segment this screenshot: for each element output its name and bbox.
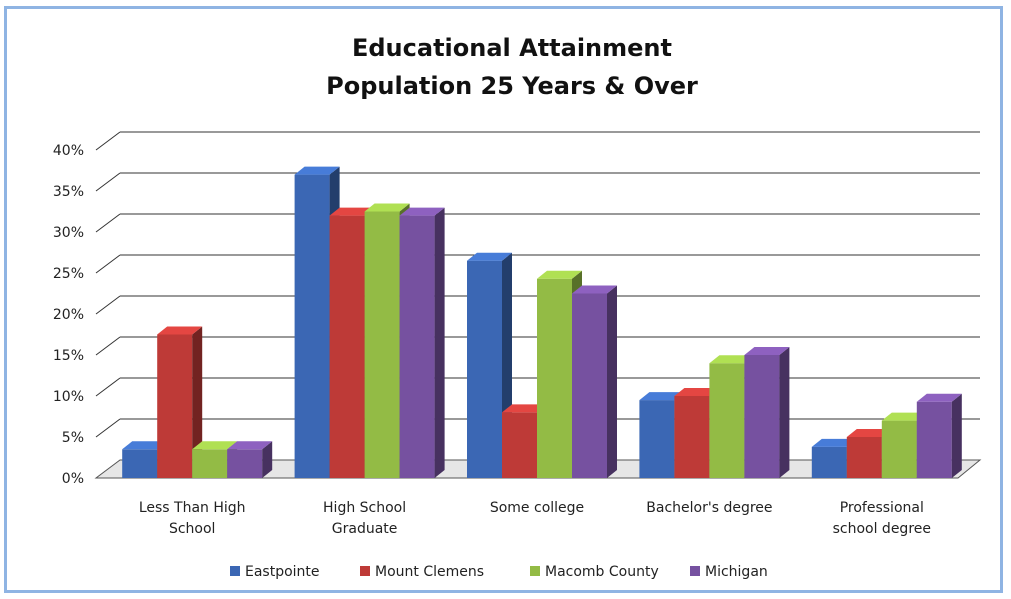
bar-top bbox=[157, 326, 203, 335]
legend-label: Macomb County bbox=[545, 564, 659, 580]
bar-side bbox=[607, 285, 617, 478]
bar-front bbox=[709, 363, 745, 478]
bar-top bbox=[537, 270, 582, 279]
bar-side bbox=[434, 207, 445, 478]
bar-front bbox=[157, 334, 193, 478]
bar-front bbox=[881, 420, 917, 478]
bar-top bbox=[192, 441, 238, 450]
bar-top bbox=[811, 438, 857, 447]
legend-label: Michigan bbox=[705, 564, 768, 580]
chart-title: Educational Attainment Population 25 Yea… bbox=[326, 34, 698, 100]
bar-front bbox=[227, 449, 263, 478]
y-axis: 0% 5% 10% 15% 20% 25% 30% 35% 40% bbox=[53, 143, 84, 487]
bar-front bbox=[916, 401, 952, 478]
bar-front bbox=[537, 278, 572, 478]
bar-side bbox=[951, 393, 962, 478]
bar-front bbox=[329, 215, 365, 478]
bar-front bbox=[467, 260, 502, 478]
bar-top bbox=[744, 347, 790, 355]
gridline-diagonal bbox=[95, 418, 121, 438]
bar-top bbox=[916, 393, 962, 402]
legend: Eastpointe Mount Clemens Macomb County Mich… bbox=[230, 564, 768, 580]
gridline-diagonal bbox=[95, 254, 121, 274]
x-axis: Less Than High School High School Graduate S… bbox=[139, 500, 931, 537]
bar-top bbox=[674, 388, 720, 396]
y-tick-label: 25% bbox=[53, 266, 84, 282]
bar-top bbox=[881, 412, 927, 421]
y-tick-label: 40% bbox=[53, 143, 84, 159]
bar-front bbox=[192, 449, 228, 478]
bar bbox=[916, 393, 962, 478]
x-tick-label: Bachelor's degree bbox=[646, 500, 772, 516]
x-tick-label: High School bbox=[323, 500, 406, 516]
bar-front bbox=[364, 211, 400, 478]
gridline-diagonal bbox=[95, 131, 121, 151]
y-tick-label: 5% bbox=[62, 430, 84, 446]
bar-side bbox=[262, 441, 273, 478]
x-tick-label: School bbox=[169, 521, 215, 537]
legend-label: Mount Clemens bbox=[375, 564, 484, 580]
bar-front bbox=[639, 400, 675, 478]
y-tick-label: 35% bbox=[53, 184, 84, 200]
legend-swatch bbox=[360, 566, 370, 576]
legend-swatch bbox=[230, 566, 240, 576]
chart-title-line-2: Population 25 Years & Over bbox=[326, 72, 698, 100]
bar bbox=[744, 347, 790, 478]
bar-top bbox=[639, 392, 685, 401]
bar-front bbox=[572, 293, 607, 478]
x-tick-label: Less Than High bbox=[139, 500, 246, 516]
bar-top bbox=[467, 252, 512, 261]
bar-top bbox=[227, 441, 273, 450]
bar-front bbox=[294, 174, 330, 478]
bar-side bbox=[779, 347, 790, 478]
bar-front bbox=[502, 412, 537, 478]
x-tick-label: Graduate bbox=[332, 521, 398, 537]
bar-top bbox=[846, 429, 892, 437]
bar bbox=[572, 285, 617, 478]
bar-top bbox=[572, 285, 617, 294]
y-tick-label: 0% bbox=[62, 471, 84, 487]
bar bbox=[227, 441, 273, 478]
bar-top bbox=[502, 404, 547, 413]
bar-top bbox=[329, 207, 375, 216]
legend-swatch bbox=[530, 566, 540, 576]
legend-label: Eastpointe bbox=[245, 564, 320, 580]
bar-side bbox=[192, 326, 203, 478]
gridline-diagonal bbox=[95, 377, 121, 397]
y-tick-label: 15% bbox=[53, 348, 84, 364]
bar-front bbox=[846, 437, 882, 478]
gridline-diagonal bbox=[95, 336, 121, 356]
chart-title-line-1: Educational Attainment bbox=[352, 34, 672, 62]
bar-front bbox=[122, 449, 158, 478]
x-tick-label: school degree bbox=[833, 521, 931, 537]
gridline-diagonal bbox=[95, 213, 121, 233]
x-tick-label: Professional bbox=[840, 500, 924, 516]
bar-top bbox=[122, 441, 168, 450]
bar bbox=[157, 326, 203, 478]
bar bbox=[399, 207, 445, 478]
gridline-diagonal bbox=[95, 172, 121, 192]
bar-front bbox=[744, 355, 780, 478]
bar-top bbox=[399, 207, 445, 216]
bar-front bbox=[811, 446, 847, 478]
y-tick-label: 30% bbox=[53, 225, 84, 241]
x-tick-label: Some college bbox=[490, 500, 584, 516]
y-tick-label: 20% bbox=[53, 307, 84, 323]
gridline-diagonal bbox=[95, 295, 121, 315]
legend-swatch bbox=[690, 566, 700, 576]
bar-top bbox=[709, 355, 755, 364]
bar-front bbox=[399, 215, 435, 478]
bars bbox=[122, 166, 962, 478]
bar-top bbox=[294, 166, 340, 175]
y-tick-label: 10% bbox=[53, 389, 84, 405]
bar-top bbox=[364, 203, 410, 212]
bar-front bbox=[674, 396, 710, 478]
